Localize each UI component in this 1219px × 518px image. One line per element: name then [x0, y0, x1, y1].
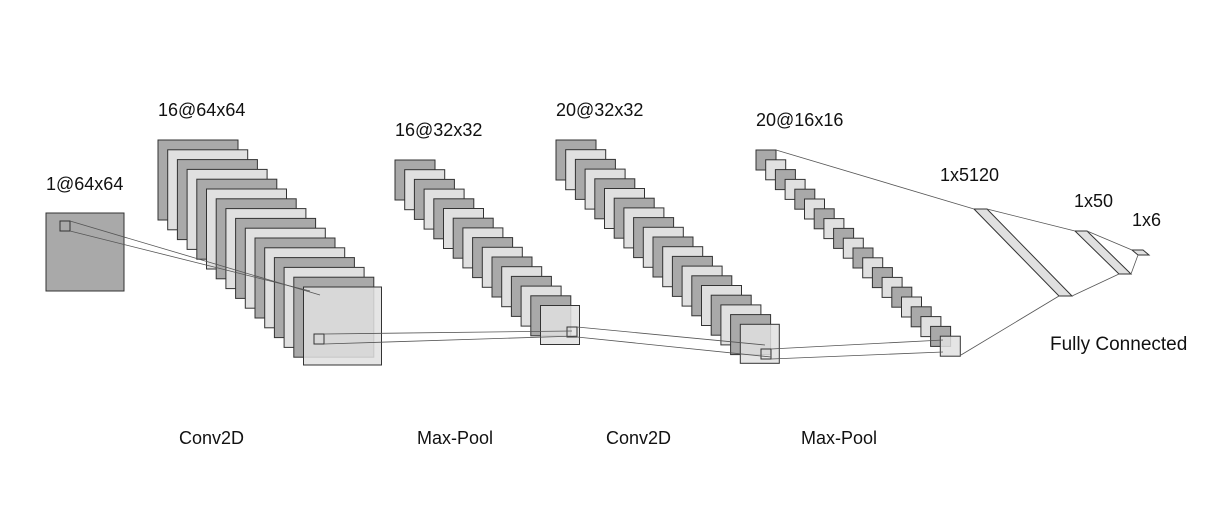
connector-line	[1130, 254, 1139, 275]
layer-label-conv2: 20@32x32	[556, 100, 643, 120]
fully-connected-label: Fully Connected	[1050, 334, 1187, 355]
input-feature-map	[45, 212, 125, 292]
kernel-window	[566, 326, 578, 338]
connector-line	[576, 336, 772, 358]
connector-line	[960, 295, 1060, 356]
layer-label-input: 1@64x64	[46, 174, 123, 194]
conv1-stack	[157, 139, 382, 366]
layer-label-flatten: 1x5120	[940, 165, 999, 185]
pool1-stack	[394, 159, 580, 345]
layer-label-pool1: 16@32x32	[395, 120, 482, 140]
operation-label-conv2d-2: Conv2D	[606, 428, 671, 448]
operation-label-maxpool-1: Max-Pool	[417, 428, 493, 448]
operation-label-maxpool-2: Max-Pool	[801, 428, 877, 448]
connector-line	[1086, 230, 1133, 251]
connector-line	[576, 326, 766, 346]
conv2-feature-map	[739, 323, 780, 364]
layer-label-conv1: 16@64x64	[158, 100, 245, 120]
layer-label-output: 1x6	[1132, 210, 1161, 230]
connector-line	[69, 220, 321, 296]
dense-layer-5120	[972, 208, 1074, 297]
connector-line	[770, 351, 944, 360]
connector-line	[1071, 273, 1120, 297]
kernel-window	[59, 220, 71, 232]
operation-label-conv2d-1: Conv2D	[179, 428, 244, 448]
pool2-feature-map	[939, 335, 961, 357]
conv1-feature-map	[303, 286, 382, 366]
connector-line	[770, 339, 944, 350]
pool2-stack	[755, 149, 961, 357]
pool1-feature-map	[540, 305, 580, 345]
connector-line	[986, 208, 1076, 232]
layer-label-pool2: 20@16x16	[756, 110, 843, 130]
layer-label-dense1: 1x50	[1074, 191, 1113, 211]
feature-map-stacks	[45, 139, 961, 366]
connector-line	[323, 330, 573, 335]
kernel-window	[313, 333, 325, 345]
connector-line	[775, 149, 975, 210]
connector-line	[69, 230, 311, 292]
fully-connected-layers	[972, 208, 1151, 297]
connector-line	[323, 335, 578, 345]
connection-lines	[59, 149, 1139, 360]
conv2-stack	[555, 139, 780, 364]
kernel-window	[760, 348, 772, 360]
dense-layer-6	[1130, 249, 1151, 256]
